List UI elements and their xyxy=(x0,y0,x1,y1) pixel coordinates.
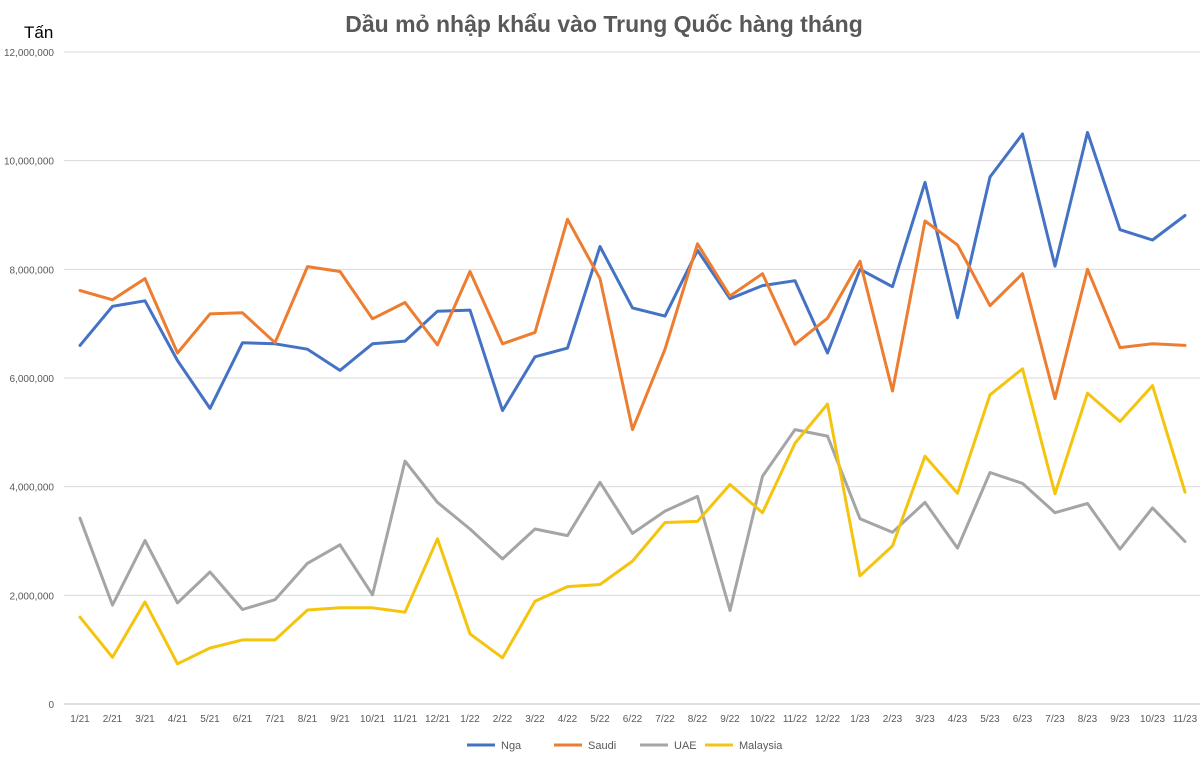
legend: Nga Saudi UAE Malaysia xyxy=(467,740,783,752)
y-axis-unit-label: Tấn xyxy=(24,23,53,42)
x-tick-label: 7/23 xyxy=(1045,714,1065,725)
x-tick-label: 9/23 xyxy=(1110,714,1130,725)
series-line-saudi xyxy=(78,217,1187,432)
x-tick-label: 5/21 xyxy=(200,714,220,725)
x-tick-label: 5/23 xyxy=(980,714,1000,725)
x-tick-label: 6/22 xyxy=(623,714,643,725)
series-line-uae xyxy=(78,428,1187,612)
x-tick-label: 1/22 xyxy=(460,714,480,725)
y-tick-label: 2,000,000 xyxy=(10,591,55,602)
x-tick-label: 11/21 xyxy=(393,714,418,725)
x-tick-label: 9/22 xyxy=(720,714,740,725)
y-tick-label: 0 xyxy=(48,700,54,711)
x-tick-label: 1/23 xyxy=(850,714,870,725)
legend-label-malaysia: Malaysia xyxy=(739,740,783,752)
x-tick-label: 3/22 xyxy=(525,714,545,725)
x-axis-ticks: 1/21 2/21 3/21 4/21 5/21 6/21 7/21 8/21 9/21 10/2… xyxy=(70,714,1197,725)
y-tick-label: 10,000,000 xyxy=(4,157,54,168)
x-tick-label: 6/23 xyxy=(1013,714,1033,725)
x-tick-label: 6/21 xyxy=(233,714,253,725)
y-tick-label: 12,000,000 xyxy=(4,48,54,59)
x-tick-label: 7/21 xyxy=(265,714,285,725)
x-tick-label: 7/22 xyxy=(655,714,675,725)
series-line-malaysia xyxy=(78,367,1187,666)
series-line-nga xyxy=(78,130,1187,413)
legend-label-saudi: Saudi xyxy=(588,740,616,752)
series-lines xyxy=(78,130,1187,666)
y-tick-label: 6,000,000 xyxy=(10,374,55,385)
x-tick-label: 8/23 xyxy=(1078,714,1098,725)
legend-label-uae: UAE xyxy=(674,740,697,752)
x-tick-label: 9/21 xyxy=(330,714,350,725)
x-tick-label: 10/23 xyxy=(1140,714,1165,725)
x-tick-label: 10/22 xyxy=(750,714,775,725)
x-tick-label: 8/21 xyxy=(298,714,318,725)
y-tick-label: 8,000,000 xyxy=(10,265,55,276)
chart-title: Dầu mỏ nhập khẩu vào Trung Quốc hàng thá… xyxy=(345,11,863,37)
x-tick-label: 5/22 xyxy=(590,714,610,725)
x-tick-label: 12/21 xyxy=(425,714,450,725)
gridlines xyxy=(64,51,1200,705)
x-tick-label: 10/21 xyxy=(360,714,385,725)
x-tick-label: 11/23 xyxy=(1173,714,1198,725)
x-tick-label: 4/23 xyxy=(948,714,968,725)
y-tick-label: 4,000,000 xyxy=(10,483,55,494)
x-tick-label: 4/21 xyxy=(168,714,188,725)
x-tick-label: 11/22 xyxy=(783,714,808,725)
x-tick-label: 4/22 xyxy=(558,714,578,725)
x-tick-label: 2/23 xyxy=(883,714,903,725)
x-tick-label: 3/23 xyxy=(915,714,935,725)
legend-label-nga: Nga xyxy=(501,740,522,752)
x-tick-label: 2/22 xyxy=(493,714,513,725)
y-axis-ticks: 0 2,000,000 4,000,000 6,000,000 8,000,000 10,… xyxy=(4,48,55,711)
x-tick-label: 8/22 xyxy=(688,714,708,725)
x-tick-label: 1/21 xyxy=(70,714,90,725)
x-tick-label: 3/21 xyxy=(135,714,155,725)
x-tick-label: 2/21 xyxy=(103,714,123,725)
x-tick-label: 12/22 xyxy=(815,714,840,725)
